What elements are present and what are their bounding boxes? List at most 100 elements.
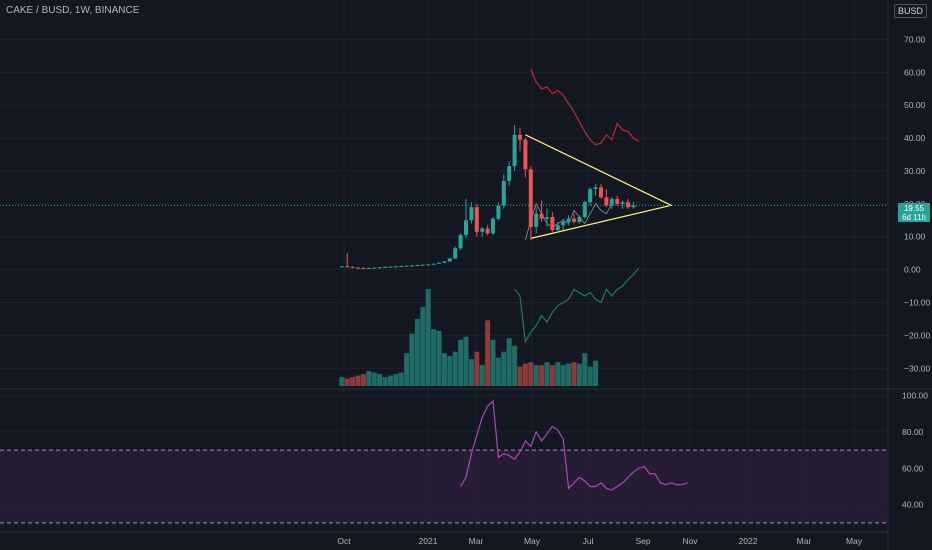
- time-tick-label: Oct: [337, 536, 351, 546]
- candle-body: [437, 262, 441, 264]
- volume-bar: [593, 360, 599, 386]
- candle-body: [507, 166, 512, 181]
- candle-body: [426, 264, 431, 266]
- volume-bar: [404, 353, 410, 386]
- volume-bar: [544, 362, 550, 386]
- candle-body: [350, 266, 355, 268]
- volume-bar: [360, 374, 366, 386]
- candle-body: [620, 202, 625, 204]
- volume-bar: [555, 362, 561, 386]
- candles: [0, 124, 888, 269]
- candle-body: [458, 235, 463, 249]
- volume-bar: [414, 318, 420, 386]
- candle-body: [442, 261, 447, 263]
- volume-bar: [566, 363, 572, 386]
- candle-body: [604, 197, 609, 206]
- volume-bar: [355, 375, 361, 386]
- candle-body: [393, 266, 398, 268]
- volume-bar: [533, 365, 539, 386]
- volume-bar: [582, 353, 588, 386]
- rsi-line: [460, 399, 688, 491]
- price-tick-label: 10.00: [904, 232, 926, 242]
- price-tick-label: 50.00: [904, 100, 926, 110]
- candle-body: [582, 202, 587, 218]
- candle-body: [523, 139, 528, 170]
- volume-bar: [522, 363, 528, 386]
- volume-bar: [371, 372, 377, 386]
- candle-body: [339, 266, 344, 268]
- volume-bar: [339, 377, 345, 386]
- volume-bars: [339, 289, 599, 386]
- time-tick-label: May: [524, 536, 541, 546]
- price-tick-label: 0.00: [904, 265, 921, 275]
- candle-body: [420, 264, 425, 266]
- price-tick-label: 70.00: [904, 34, 926, 44]
- candle-body: [631, 205, 636, 208]
- volume-bar: [576, 363, 582, 386]
- candle-body: [474, 207, 479, 232]
- volume-bar: [425, 289, 431, 386]
- candle-body: [528, 169, 533, 227]
- candle-body: [566, 218, 571, 222]
- volume-bar: [571, 362, 577, 386]
- volume-bar: [463, 336, 469, 386]
- candle-body: [593, 187, 598, 190]
- candle-body: [599, 187, 603, 198]
- volume-bar: [344, 378, 350, 386]
- candle-body: [561, 221, 566, 226]
- candle-body: [366, 267, 371, 269]
- price-tick-label: −10.00: [904, 298, 931, 308]
- price-tick-label: 60.00: [904, 67, 926, 77]
- volume-bar: [539, 365, 545, 386]
- rsi-band: [0, 449, 888, 524]
- volume-bar: [587, 366, 593, 386]
- candle-body: [609, 198, 614, 206]
- candle-body: [464, 220, 468, 236]
- candle-body: [345, 266, 350, 268]
- candle-body: [383, 266, 387, 268]
- candle-body: [615, 198, 620, 204]
- rsi-tick-label: 100.00: [902, 390, 928, 400]
- candle-body: [518, 134, 522, 140]
- candle-body: [588, 189, 593, 203]
- symbol-title: CAKE / BUSD, 1W, BINANCE: [6, 5, 140, 16]
- indicator-line: [514, 267, 640, 344]
- candle-body: [404, 265, 409, 267]
- volume-bar: [468, 359, 474, 386]
- time-tick-label: May: [846, 536, 863, 546]
- time-tick-label: 2022: [739, 536, 758, 546]
- candle-body: [545, 217, 549, 219]
- symmetrical-triangle: [525, 134, 673, 239]
- volume-bar: [398, 372, 404, 386]
- volume-bar: [512, 345, 518, 386]
- candle-body: [485, 228, 490, 234]
- volume-bar: [458, 339, 464, 386]
- rsi-tick-label: 60.00: [902, 463, 924, 473]
- volume-bar: [517, 366, 523, 386]
- candle-body: [626, 202, 630, 208]
- volume-bar: [495, 357, 501, 386]
- axes: 70.0060.0050.0040.0030.0020.0010.000.00−…: [337, 34, 930, 546]
- currency-badge[interactable]: BUSD: [893, 4, 927, 18]
- candle-body: [496, 205, 501, 219]
- candle-body: [361, 267, 366, 269]
- volume-bar: [382, 377, 388, 386]
- time-tick-label: Mar: [797, 536, 812, 546]
- candle-body: [539, 213, 544, 219]
- price-tick-label: −20.00: [904, 330, 931, 340]
- time-tick-label: Mar: [469, 536, 484, 546]
- volume-bar: [452, 351, 458, 386]
- volume-bar: [485, 320, 491, 386]
- time-tick-label: Jul: [583, 536, 594, 546]
- rsi-tick-label: 80.00: [902, 427, 924, 437]
- price-tick-label: 30.00: [904, 166, 926, 176]
- last-price-tag: 19.55 6d 11h: [898, 203, 930, 222]
- volume-bar: [431, 329, 437, 386]
- candle-body: [572, 218, 576, 222]
- candle-body: [388, 266, 393, 268]
- price-tick-label: 40.00: [904, 133, 926, 143]
- volume-bar: [436, 330, 442, 386]
- time-tick-label: Nov: [682, 536, 698, 546]
- volume-bar: [441, 353, 447, 386]
